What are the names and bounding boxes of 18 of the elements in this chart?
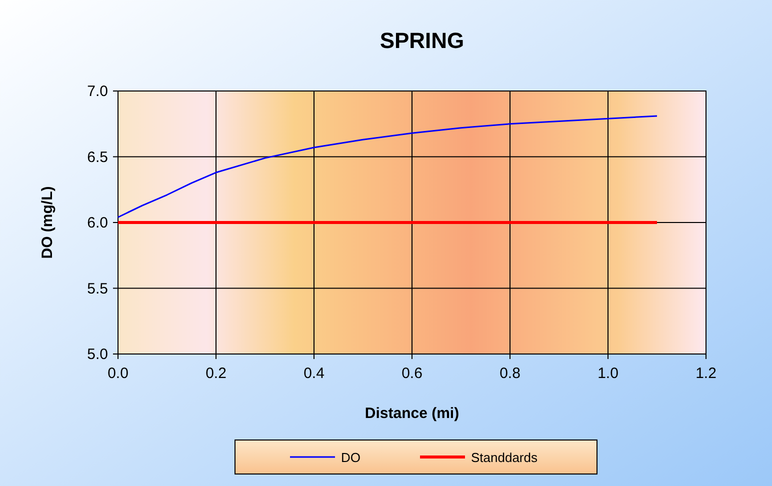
x-tick-label: 0.8 bbox=[500, 365, 520, 382]
legend-label: DO bbox=[341, 450, 360, 465]
y-axis-title: DO (mg/L) bbox=[39, 186, 56, 259]
y-tick-label: 5.5 bbox=[87, 280, 108, 298]
x-tick-label: 0.2 bbox=[206, 365, 226, 382]
x-axis-title: Distance (mi) bbox=[364, 405, 460, 422]
y-tick-label: 5.0 bbox=[87, 346, 108, 363]
legend-label: Standdards bbox=[471, 450, 538, 465]
y-tick-label: 7.0 bbox=[87, 83, 108, 100]
x-tick-label: 1.2 bbox=[696, 365, 716, 382]
x-tick-label: 0.6 bbox=[402, 365, 422, 382]
chart-title: SPRING bbox=[380, 28, 464, 53]
x-tick-label: 1.0 bbox=[598, 365, 618, 382]
x-tick-label: 0.0 bbox=[108, 365, 128, 382]
x-tick-label: 0.4 bbox=[304, 365, 324, 382]
line-series bbox=[117, 115, 658, 218]
y-tick-label: 6.0 bbox=[87, 214, 108, 232]
y-tick-label: 6.5 bbox=[87, 148, 108, 166]
